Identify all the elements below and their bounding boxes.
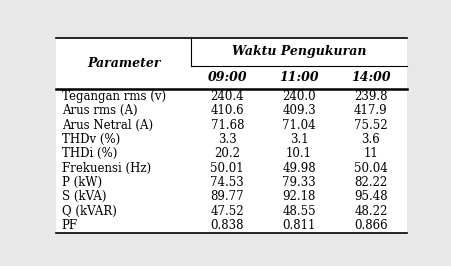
Text: P (kW): P (kW)	[62, 176, 101, 189]
Text: Frekuensi (Hz): Frekuensi (Hz)	[62, 162, 151, 174]
Text: THDv (%): THDv (%)	[62, 133, 120, 146]
Text: 3.6: 3.6	[361, 133, 379, 146]
Text: 0.866: 0.866	[353, 219, 387, 232]
Text: 09:00: 09:00	[207, 71, 247, 84]
Text: 20.2: 20.2	[214, 147, 240, 160]
Text: 3.3: 3.3	[217, 133, 236, 146]
Text: 48.55: 48.55	[281, 205, 315, 218]
Text: 10.1: 10.1	[285, 147, 311, 160]
Text: 48.22: 48.22	[354, 205, 387, 218]
Text: 74.53: 74.53	[210, 176, 244, 189]
Text: 89.77: 89.77	[210, 190, 244, 203]
Text: 75.52: 75.52	[353, 119, 387, 132]
Text: 50.04: 50.04	[353, 162, 387, 174]
Text: 417.9: 417.9	[353, 104, 387, 117]
Text: THDi (%): THDi (%)	[62, 147, 117, 160]
Text: Parameter: Parameter	[87, 57, 160, 70]
Text: 410.6: 410.6	[210, 104, 244, 117]
Text: 82.22: 82.22	[354, 176, 387, 189]
Text: 0.838: 0.838	[210, 219, 244, 232]
Text: 79.33: 79.33	[281, 176, 315, 189]
Text: 49.98: 49.98	[281, 162, 315, 174]
Text: Q (kVAR): Q (kVAR)	[62, 205, 116, 218]
Text: 95.48: 95.48	[353, 190, 387, 203]
Text: Tegangan rms (v): Tegangan rms (v)	[62, 90, 166, 103]
Text: 50.01: 50.01	[210, 162, 244, 174]
Text: PF: PF	[62, 219, 78, 232]
Text: Arus rms (A): Arus rms (A)	[62, 104, 137, 117]
Text: 92.18: 92.18	[282, 190, 315, 203]
Text: 11:00: 11:00	[279, 71, 318, 84]
Text: 240.4: 240.4	[210, 90, 244, 103]
Text: 47.52: 47.52	[210, 205, 244, 218]
Text: 71.68: 71.68	[210, 119, 244, 132]
Text: S (kVA): S (kVA)	[62, 190, 106, 203]
Text: 14:00: 14:00	[350, 71, 390, 84]
Text: 239.8: 239.8	[354, 90, 387, 103]
Text: 11: 11	[363, 147, 377, 160]
Text: 409.3: 409.3	[281, 104, 315, 117]
Text: 240.0: 240.0	[281, 90, 315, 103]
Text: 0.811: 0.811	[282, 219, 315, 232]
Text: Arus Netral (A): Arus Netral (A)	[62, 119, 152, 132]
Text: 3.1: 3.1	[289, 133, 308, 146]
Text: Waktu Pengukuran: Waktu Pengukuran	[231, 45, 365, 59]
Text: 71.04: 71.04	[281, 119, 315, 132]
